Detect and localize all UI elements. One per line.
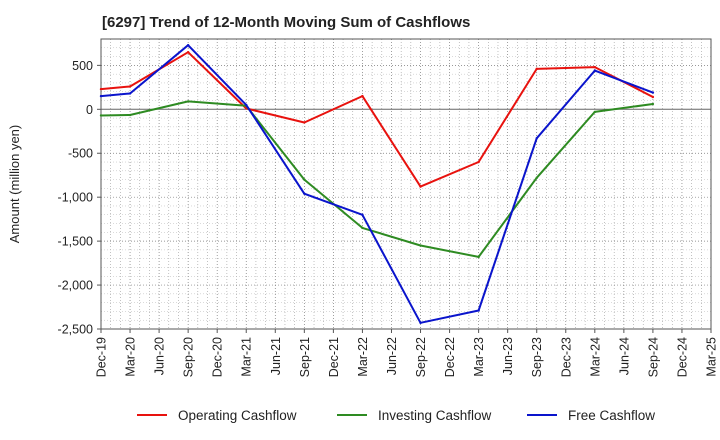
series-group [99,43,655,325]
x-tick-label: Sep-22 [414,337,428,377]
x-tick-label: Dec-23 [559,337,573,377]
legend-item-investing-cashflow: Investing Cashflow [337,408,492,423]
x-axis: Dec-19 Mar-20 Jun-20 Sep-20 Dec-20 Mar-21 Jun-… [95,329,719,377]
x-tick-label: Sep-23 [530,337,544,377]
data-point-operating-cashflow [99,87,103,91]
data-point-free-cashflow [477,309,480,312]
legend: Operating Cashflow Investing Cashflow Free… [137,408,655,423]
data-point-free-cashflow [419,321,422,325]
data-point-free-cashflow [303,192,306,195]
data-point-operating-cashflow [593,65,597,69]
data-point-free-cashflow [245,103,248,107]
legend-item-free-cashflow: Free Cashflow [527,408,655,423]
data-point-free-cashflow [186,43,190,47]
data-point-investing-cashflow [535,176,538,180]
data-point-operating-cashflow [419,185,422,188]
data-point-investing-cashflow [99,114,103,117]
data-point-investing-cashflow [361,226,364,230]
data-point-free-cashflow [99,94,103,98]
data-point-operating-cashflow [651,95,655,99]
y-tick-label: 0 [86,103,93,117]
data-point-operating-cashflow [128,85,132,88]
x-tick-label: Dec-21 [327,337,341,377]
legend-item-operating-cashflow: Operating Cashflow [137,408,297,423]
chart-title: [6297] Trend of 12-Month Moving Sum of C… [102,14,471,31]
data-point-operating-cashflow [477,160,480,164]
y-tick-label: -500 [68,147,93,161]
data-point-investing-cashflow [303,178,306,181]
minor-gridlines [101,38,711,329]
y-axis: 500 0 -500 -1,000 -1,500 -2,000 -2,500 [58,59,101,337]
data-point-investing-cashflow [419,244,422,247]
series-line-operating-cashflow [100,51,654,188]
y-tick-label: -1,000 [58,191,93,205]
data-point-investing-cashflow [186,100,190,103]
y-tick-label: -2,000 [58,279,93,293]
data-point-free-cashflow [651,91,655,94]
x-tick-label: Mar-23 [472,337,486,377]
data-point-operating-cashflow [361,94,364,98]
x-tick-label: Sep-21 [298,337,312,377]
y-tick-label: -2,500 [58,323,93,337]
data-point-investing-cashflow [651,102,655,106]
data-point-free-cashflow [593,69,597,72]
legend-label: Free Cashflow [568,408,655,423]
data-point-investing-cashflow [477,255,480,259]
data-point-operating-cashflow [535,67,538,71]
data-point-free-cashflow [128,92,132,95]
x-tick-label: Sep-20 [182,337,196,377]
x-tick-label: Mar-20 [124,337,138,377]
major-gridlines [100,39,712,330]
x-tick-label: Dec-24 [675,337,689,377]
x-tick-label: Jun-24 [617,337,631,375]
y-tick-label: 500 [72,59,93,73]
legend-label: Investing Cashflow [378,408,492,423]
x-tick-label: Mar-25 [705,337,719,377]
x-tick-label: Jun-21 [269,337,283,375]
x-tick-label: Jun-23 [501,337,515,375]
y-tick-label: -1,500 [58,235,93,249]
plot-frame [100,38,712,330]
x-tick-label: Mar-22 [356,337,370,377]
data-point-investing-cashflow [128,113,132,117]
y-axis-title: Amount (million yen) [7,125,22,244]
series-line-free-cashflow [100,44,654,324]
data-point-operating-cashflow [303,121,306,124]
data-point-free-cashflow [361,213,364,216]
legend-label: Operating Cashflow [178,408,297,423]
x-tick-label: Dec-20 [211,337,225,377]
x-tick-label: Dec-19 [95,337,109,377]
data-point-investing-cashflow [593,110,597,114]
data-point-operating-cashflow [186,50,190,54]
data-point-free-cashflow [535,137,538,140]
x-tick-label: Mar-24 [588,337,602,377]
x-tick-label: Mar-21 [240,337,254,377]
series-line-investing-cashflow [100,100,654,258]
x-tick-label: Sep-24 [646,337,660,377]
x-tick-label: Dec-22 [443,337,457,377]
x-tick-label: Jun-20 [153,337,167,375]
x-tick-label: Jun-22 [385,337,399,375]
